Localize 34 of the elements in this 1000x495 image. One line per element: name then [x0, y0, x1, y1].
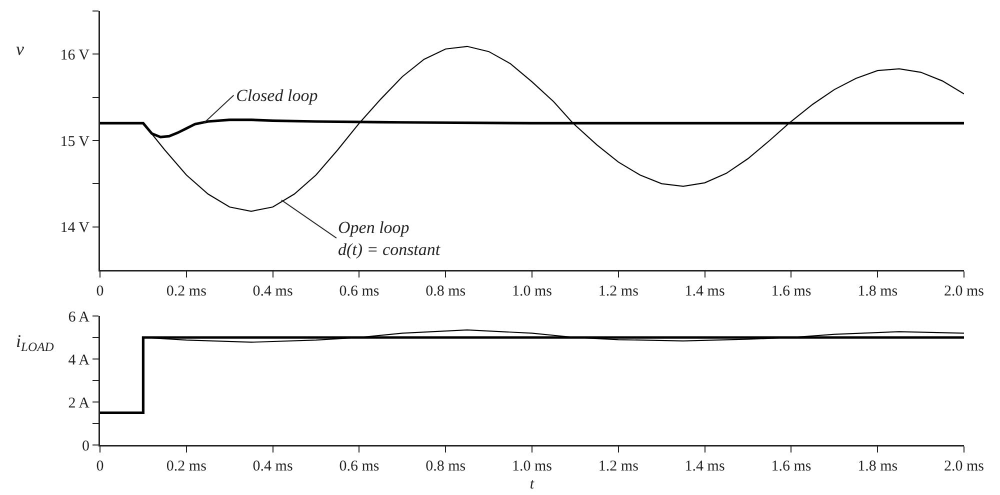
annotation: Closed loop [236, 86, 318, 105]
x-tick-label: 1.6 ms [771, 458, 812, 474]
y-tick-label: 4 A [68, 352, 90, 368]
x-tick-label: 1.4 ms [684, 284, 725, 300]
x-tick-label: 1.4 ms [684, 458, 725, 474]
x-tick-label: 1.0 ms [512, 284, 552, 300]
y-tick-label: 2 A [68, 395, 90, 412]
y-tick-label: 15 V [60, 134, 90, 150]
x-tick-label: 0.8 ms [426, 458, 466, 474]
x-tick-label: 0 [96, 458, 104, 474]
y-tick-label: 6 A [68, 309, 90, 326]
x-tick-label: 0.6 ms [339, 458, 380, 474]
x-tick-label: 1.6 ms [771, 284, 812, 300]
y-tick-label: 14 V [60, 220, 90, 236]
x-tick-label: 1.0 ms [512, 458, 552, 474]
y-tick-label: 0 [82, 438, 90, 454]
annotation: Open loop d(t) = constant [338, 218, 442, 260]
x-tick-label: 0 [96, 284, 104, 300]
x-tick-label: 2.0 ms [944, 458, 984, 474]
x-tick-label: 0.8 ms [426, 284, 466, 300]
x-tick-label: 0.2 ms [166, 458, 207, 474]
x-tick-label: 0.2 ms [166, 284, 207, 300]
y-axis-title: v [16, 39, 24, 59]
y-tick-label: 16 V [60, 47, 90, 64]
x-tick-label: 0.4 ms [252, 458, 293, 474]
x-tick-label: 2.0 ms [944, 284, 984, 300]
x-axis-title: t [530, 476, 535, 492]
x-tick-label: 0.4 ms [252, 284, 293, 300]
x-tick-label: 0.6 ms [339, 284, 380, 300]
x-tick-label: 1.2 ms [598, 458, 639, 474]
x-tick-label: 1.8 ms [858, 284, 898, 300]
x-tick-label: 1.8 ms [858, 458, 898, 474]
y-axis-title: i$_{LOAD}$ [16, 331, 54, 354]
x-tick-label: 1.2 ms [598, 284, 639, 300]
